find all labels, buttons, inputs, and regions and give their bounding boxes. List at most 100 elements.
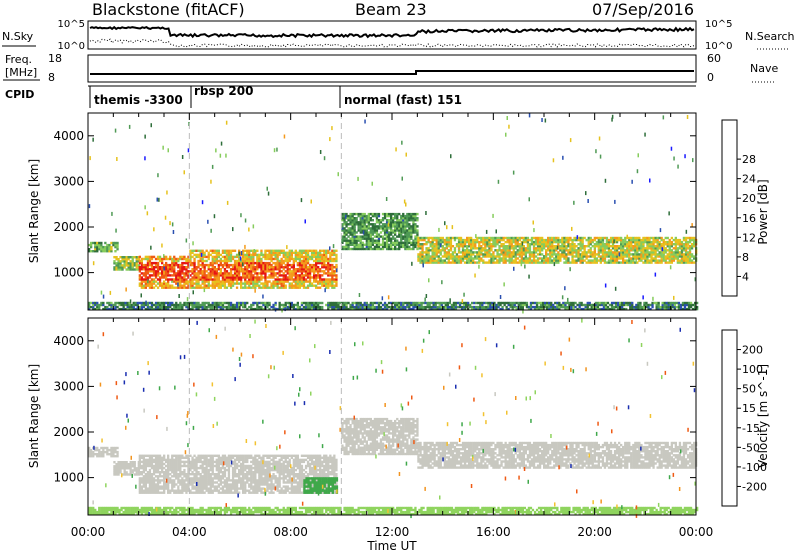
power-cell <box>593 251 596 254</box>
power-cell <box>274 278 277 281</box>
power-cell <box>400 235 403 238</box>
power-cell <box>120 307 123 311</box>
power-cell <box>584 305 587 309</box>
power-cell <box>117 264 120 267</box>
power-cell <box>504 247 507 250</box>
power-cell <box>674 251 677 254</box>
power-cell <box>229 251 233 254</box>
power-cell <box>179 305 182 309</box>
power-cell <box>668 249 671 252</box>
power-cell <box>404 307 407 311</box>
power-cell <box>486 251 489 254</box>
power-cell <box>569 243 572 246</box>
power-cell <box>534 238 538 242</box>
power-cell <box>538 243 542 246</box>
power-cell <box>140 284 143 287</box>
power-cell <box>480 257 483 260</box>
power-cell <box>496 243 499 246</box>
power-cell <box>385 214 389 218</box>
power-cell <box>656 236 659 240</box>
power-cell <box>416 217 419 220</box>
power-cell <box>381 229 385 232</box>
power-cell <box>282 305 285 309</box>
power-cell <box>595 240 598 244</box>
power-cell <box>154 272 158 275</box>
power-cell <box>532 255 536 258</box>
power-cell <box>276 282 279 285</box>
power-cell <box>246 266 249 269</box>
power-cell <box>280 286 283 289</box>
power-cell <box>684 257 688 260</box>
power-cell <box>102 303 105 307</box>
power-cell <box>585 255 588 258</box>
power-cell <box>191 301 194 305</box>
power-cell <box>586 303 589 307</box>
power-cell <box>219 268 222 271</box>
power-sparse-cell <box>215 148 217 153</box>
power-cell <box>126 307 129 311</box>
power-cell <box>467 303 470 307</box>
power-sparse-cell <box>669 265 672 270</box>
power-cell <box>355 245 358 249</box>
power-cell <box>648 255 651 258</box>
power-cell <box>183 268 186 271</box>
power-cell <box>586 305 589 309</box>
power-cell <box>276 249 279 252</box>
power-cell <box>203 286 206 289</box>
power-cell <box>400 225 403 228</box>
power-cell <box>689 305 693 309</box>
power-cell <box>550 307 553 311</box>
power-cell <box>586 307 589 311</box>
power-cell <box>408 217 411 220</box>
power-cell <box>638 243 641 246</box>
power-cell <box>191 251 194 254</box>
power-cell <box>217 263 220 267</box>
power-cell <box>510 257 513 260</box>
velocity-cell <box>112 448 115 452</box>
power-cell <box>294 286 297 289</box>
power-cell <box>252 249 255 252</box>
power-cell <box>398 247 401 251</box>
power-cell <box>419 257 422 260</box>
power-cell <box>207 272 210 275</box>
power-cell <box>476 236 479 240</box>
power-cell <box>435 249 438 252</box>
power-cell <box>502 259 505 262</box>
power-cell <box>246 257 249 261</box>
power-cell <box>227 278 231 281</box>
power-cell <box>270 255 273 259</box>
power-cell <box>665 305 668 309</box>
power-cell <box>272 276 275 279</box>
power-cell <box>256 301 259 305</box>
power-sparse-cell <box>273 148 276 153</box>
power-cell <box>522 247 525 250</box>
power-cell <box>201 280 204 283</box>
power-cell <box>117 262 120 265</box>
power-cell <box>632 257 635 260</box>
velocity-cell <box>115 463 118 466</box>
power-cell <box>262 284 265 287</box>
power-cell <box>475 305 478 309</box>
power-cell <box>227 257 231 261</box>
power-cell <box>150 266 154 269</box>
power-sparse-cell <box>125 287 127 292</box>
power-cell <box>442 307 445 311</box>
power-cell <box>524 251 527 254</box>
power-cell <box>571 255 574 258</box>
power-cell <box>414 301 417 305</box>
power-cell <box>290 249 293 252</box>
power-cell <box>296 263 299 267</box>
power-cell <box>575 249 578 252</box>
power-cell <box>512 255 515 258</box>
power-cell <box>361 237 364 240</box>
power-cell <box>408 239 411 242</box>
power-cell <box>133 262 136 265</box>
power-cell <box>296 278 299 281</box>
power-cell <box>404 225 407 228</box>
power-cell <box>392 217 395 220</box>
power-cell <box>280 251 283 254</box>
power-cell <box>106 245 109 249</box>
power-cell <box>177 263 180 267</box>
power-cell <box>246 286 249 289</box>
